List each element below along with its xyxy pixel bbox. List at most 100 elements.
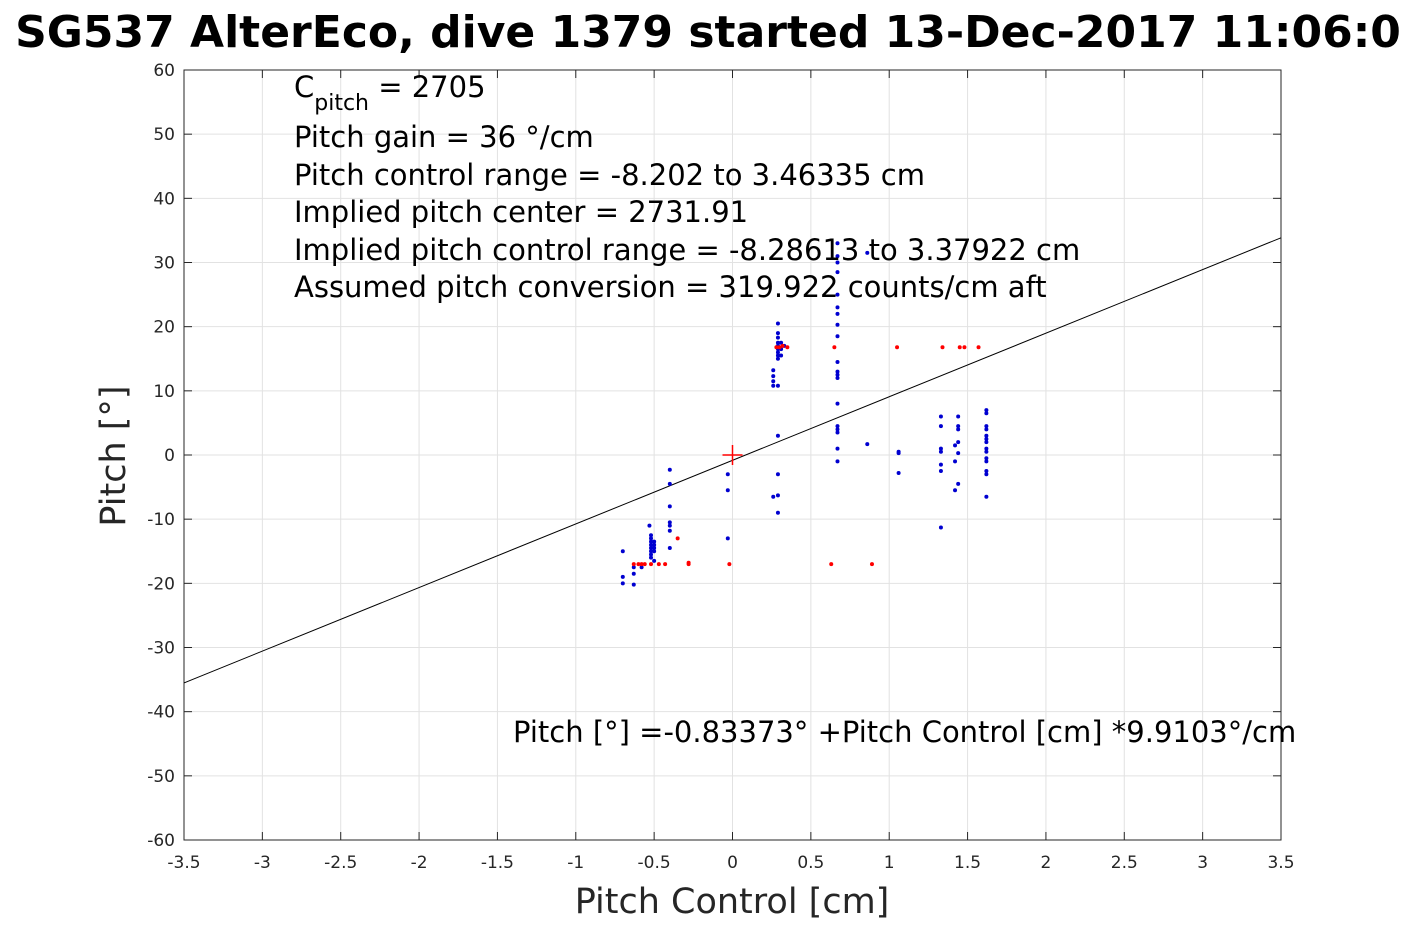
- blue-data-point: [771, 379, 776, 384]
- blue-data-point: [938, 446, 943, 451]
- c-pitch-value: = 2705: [369, 70, 486, 104]
- blue-data-point: [835, 459, 840, 464]
- blue-data-point: [775, 331, 780, 336]
- blue-data-point: [725, 536, 730, 541]
- blue-data-point: [956, 424, 961, 429]
- red-data-point: [663, 562, 668, 567]
- blue-data-point: [984, 424, 989, 429]
- red-data-point: [639, 562, 644, 567]
- blue-data-point: [984, 469, 989, 474]
- red-data-point: [656, 562, 661, 567]
- blue-data-point: [639, 565, 644, 570]
- grid-lines: [183, 69, 1282, 841]
- blue-data-point: [649, 533, 654, 538]
- blue-data-point: [667, 546, 672, 551]
- y-tick-label: 10: [153, 382, 175, 402]
- blue-data-point: [725, 488, 730, 493]
- x-tick-label: 2.5: [1111, 853, 1138, 873]
- blue-data-point: [984, 436, 989, 441]
- blue-data-point: [984, 411, 989, 416]
- blue-data-point: [835, 334, 840, 339]
- blue-data-point: [775, 356, 780, 361]
- x-tick-label: -0.5: [638, 853, 671, 873]
- red-data-point: [957, 345, 962, 350]
- y-tick-label: -20: [147, 574, 175, 594]
- blue-data-point: [649, 536, 654, 541]
- blue-data-point: [835, 401, 840, 406]
- red-data-point: [649, 562, 654, 567]
- blue-data-point: [779, 340, 784, 345]
- blue-data-point: [775, 340, 780, 345]
- red-data-point: [940, 345, 945, 350]
- blue-data-point: [835, 292, 840, 297]
- blue-data-point: [620, 574, 625, 579]
- y-tick-label: 0: [164, 446, 175, 466]
- blue-data-point: [835, 260, 840, 265]
- blue-data-point: [984, 459, 989, 464]
- blue-data-point: [647, 523, 652, 528]
- blue-data-point: [835, 446, 840, 451]
- blue-data-point: [775, 472, 780, 477]
- blue-data-point: [771, 374, 776, 379]
- blue-data-point: [835, 430, 840, 435]
- blue-data-point: [667, 523, 672, 528]
- blue-data-point: [652, 558, 657, 563]
- pitch-conversion-annotation: Assumed pitch conversion = 319.922 count…: [294, 270, 1047, 304]
- c-pitch-annotation: Cpitch = 2705: [294, 70, 486, 116]
- red-data-point: [976, 345, 981, 350]
- blue-data-point: [938, 525, 943, 530]
- pitch-control-range-annotation: Pitch control range = -8.202 to 3.46335 …: [294, 158, 925, 192]
- data-points: [620, 241, 989, 587]
- blue-data-point: [938, 449, 943, 454]
- blue-data-point: [667, 467, 672, 472]
- red-data-point: [777, 345, 782, 350]
- x-tick-label: -3.5: [167, 853, 200, 873]
- blue-data-point: [984, 440, 989, 445]
- red-data-point: [631, 562, 636, 567]
- blue-data-point: [631, 565, 636, 570]
- blue-data-point: [667, 528, 672, 533]
- blue-data-point: [771, 383, 776, 388]
- x-tick-label: -2.5: [324, 853, 357, 873]
- blue-data-point: [984, 472, 989, 477]
- blue-data-point: [984, 449, 989, 454]
- blue-data-point: [620, 549, 625, 554]
- blue-data-point: [835, 424, 840, 429]
- c-pitch-symbol: C: [294, 70, 314, 104]
- red-data-point: [785, 345, 790, 350]
- blue-data-point: [938, 469, 943, 474]
- y-tick-label: 50: [153, 125, 175, 145]
- red-data-point: [727, 562, 732, 567]
- blue-data-point: [835, 241, 840, 246]
- blue-data-point: [775, 433, 780, 438]
- x-tick-label: 2: [1041, 853, 1052, 873]
- blue-data-point: [953, 459, 958, 464]
- chart-title: SG537 AlterEco, dive 1379 started 13-Dec…: [15, 7, 1401, 58]
- blue-data-point: [984, 446, 989, 451]
- red-data-point: [642, 562, 647, 567]
- blue-data-point: [865, 250, 870, 255]
- y-tick-label: 60: [153, 61, 175, 81]
- red-data-point: [675, 536, 680, 541]
- red-data-point: [686, 562, 691, 567]
- blue-data-point: [631, 582, 636, 587]
- blue-data-point: [835, 369, 840, 374]
- c-pitch-subscript: pitch: [314, 91, 369, 116]
- blue-data-point: [779, 353, 784, 358]
- blue-data-point: [984, 494, 989, 499]
- blue-data-point: [953, 443, 958, 448]
- blue-data-point: [775, 493, 780, 498]
- x-axis-label: Pitch Control [cm]: [575, 882, 890, 922]
- x-tick-label: -2: [411, 853, 428, 873]
- blue-data-point: [835, 322, 840, 327]
- y-tick-label: -10: [147, 510, 175, 530]
- red-data-point: [780, 343, 785, 348]
- blue-data-point: [984, 433, 989, 438]
- blue-data-point: [956, 414, 961, 419]
- blue-data-point: [835, 359, 840, 364]
- blue-data-point: [775, 353, 780, 358]
- blue-data-point: [896, 470, 901, 475]
- implied-pitch-center-annotation: Implied pitch center = 2731.91: [294, 195, 748, 229]
- blue-data-point: [835, 372, 840, 377]
- red-data-point: [962, 345, 967, 350]
